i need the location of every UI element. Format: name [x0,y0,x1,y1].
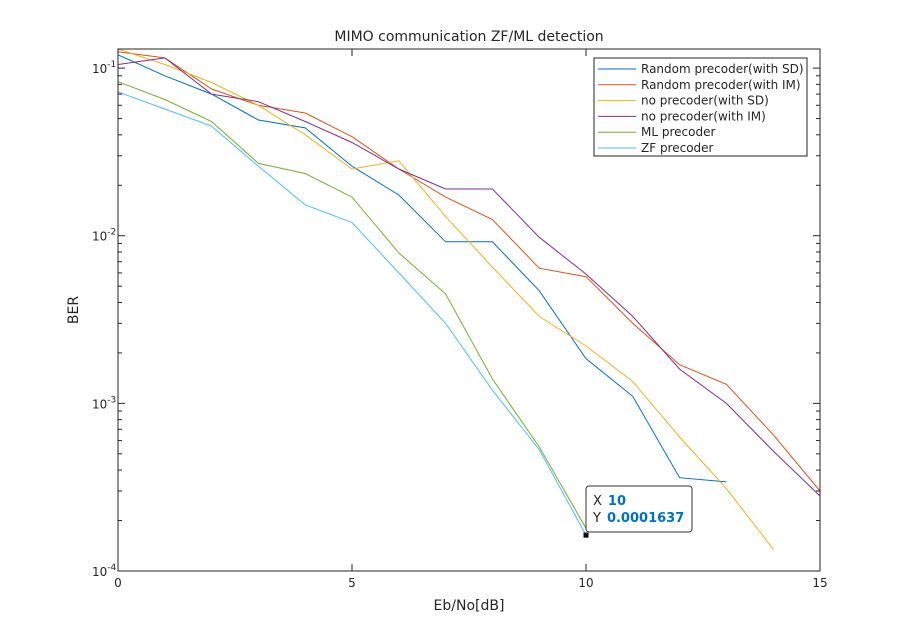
data-tip[interactable]: X 10 Y 0.0001637 [583,485,693,538]
legend-label-0: Random precoder(with SD) [641,62,804,76]
x-tick-label: 0 [114,576,122,590]
data-tip-y-value: 0.0001637 [607,511,684,526]
series-line-5[interactable] [117,91,587,536]
series-line-0[interactable] [117,54,727,483]
y-tick-label: 10-2 [92,228,116,244]
axes-box [117,48,821,572]
series-line-3[interactable] [117,57,821,497]
x-tick-label: 5 [348,576,356,590]
legend[interactable]: Random precoder(with SD) Random precoder(… [593,57,808,157]
legend-label-5: ZF precoder [641,141,714,155]
legend-box [593,57,808,157]
chart-title: MIMO communication ZF/ML detection [334,29,603,45]
legend-items: Random precoder(with SD) Random precoder(… [598,62,804,155]
y-tick-label: 10-1 [92,60,116,76]
data-tip-box [585,485,693,533]
data-tip-x-value: 10 [608,494,626,509]
series-line-1[interactable] [117,51,821,492]
y-axis-label: BER [66,296,82,324]
data-tip-marker [583,532,589,538]
data-tip-y-prefix: Y [592,511,601,526]
legend-label-3: no precoder(with IM) [641,109,766,123]
legend-label-1: Random precoder(with IM) [641,78,801,92]
ticks-layer: 0 5 10 15 10-1 10-2 10-3 10-4 [92,49,828,590]
legend-label-2: no precoder(with SD) [641,94,769,108]
series-line-4[interactable] [117,81,587,529]
data-tip-y-row: Y 0.0001637 [592,511,684,526]
x-tick-label: 10 [578,576,593,590]
y-tick-label: 10-3 [92,395,116,411]
y-tick-label: 10-4 [92,563,117,579]
x-axis-label: Eb/No[dB] [434,598,505,614]
data-tip-x-row: X 10 [593,494,626,509]
x-tick-label: 15 [812,576,827,590]
data-tip-x-prefix: X [593,494,602,509]
series-layer [117,48,821,550]
series-line-2[interactable] [117,48,774,550]
legend-label-4: ML precoder [641,125,715,139]
